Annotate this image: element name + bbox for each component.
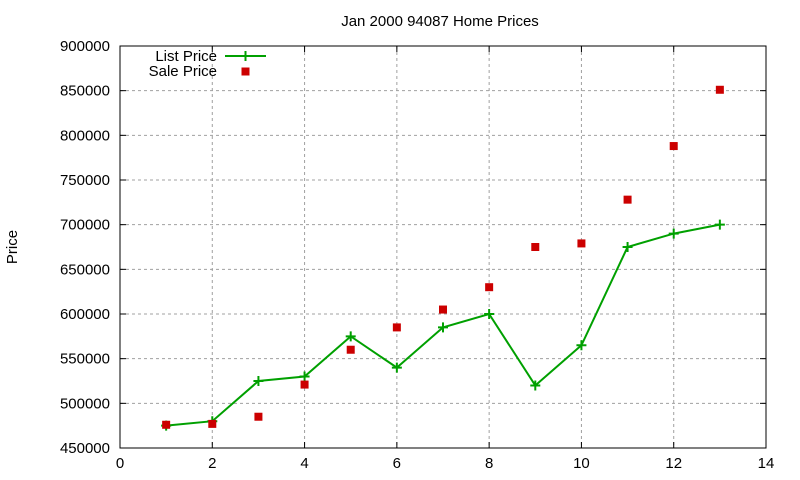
x-tick-label: 10 xyxy=(573,455,590,472)
list-price-point xyxy=(622,242,633,252)
grid xyxy=(120,46,766,448)
sale-price-point xyxy=(669,142,678,151)
list-price-point xyxy=(530,380,541,391)
sale-price-point xyxy=(577,239,586,248)
plot-frame xyxy=(119,45,767,449)
legend: List Price Sale Price xyxy=(149,48,266,80)
y-tick-label: 500000 xyxy=(60,395,110,412)
y-tick-label: 550000 xyxy=(60,351,110,368)
sale-price-point xyxy=(531,243,540,251)
list-price-point xyxy=(484,309,495,319)
list-price-point xyxy=(391,362,402,373)
legend-label-list-price: List Price xyxy=(155,48,217,65)
list-price-point xyxy=(438,322,448,333)
sale-price-point xyxy=(485,283,494,292)
sale-price-point xyxy=(162,420,171,429)
y-tick-label: 650000 xyxy=(60,261,110,278)
sale-price-point xyxy=(208,419,217,428)
list-price-point xyxy=(299,371,310,382)
list-price-point xyxy=(668,228,679,239)
sale-price-point xyxy=(254,412,263,421)
list-price-point xyxy=(345,331,356,342)
list-price-point xyxy=(576,340,587,351)
y-tick-label: 750000 xyxy=(60,172,110,189)
x-tick-label: 12 xyxy=(665,455,682,472)
series xyxy=(161,85,725,431)
x-tick-label: 8 xyxy=(485,455,493,472)
x-tick-label: 4 xyxy=(300,455,308,472)
x-tick-label: 14 xyxy=(758,455,775,472)
sale-price-point xyxy=(439,305,447,314)
list-price-point xyxy=(714,219,725,230)
chart-title: Jan 2000 94087 Home Prices xyxy=(341,13,539,30)
legend-marker-list-price xyxy=(240,51,251,61)
y-tick-label: 700000 xyxy=(60,217,110,234)
y-tick-label: 850000 xyxy=(60,83,110,100)
y-tick-label: 900000 xyxy=(60,38,110,55)
y-tick-label: 450000 xyxy=(60,440,110,457)
y-tick-label: 800000 xyxy=(60,127,110,144)
sale-price-point xyxy=(623,195,632,204)
x-tick-label: 2 xyxy=(208,455,216,472)
sale-price-point xyxy=(715,85,724,94)
y-axis-label: Price xyxy=(4,230,21,264)
list-price-point xyxy=(253,376,264,386)
sale-price-point xyxy=(392,323,401,332)
sale-price-point xyxy=(346,345,355,354)
sale-price-point xyxy=(300,380,309,389)
legend-label-sale-price: Sale Price xyxy=(149,63,217,80)
x-tick-label: 0 xyxy=(116,455,124,472)
ticks: 0 2 4 6 8 10 12 14 450000 500000 550000 600000 65000… xyxy=(60,38,774,472)
x-tick-label: 6 xyxy=(393,455,401,472)
y-tick-label: 600000 xyxy=(60,306,110,323)
legend-marker-sale-price xyxy=(241,67,250,76)
